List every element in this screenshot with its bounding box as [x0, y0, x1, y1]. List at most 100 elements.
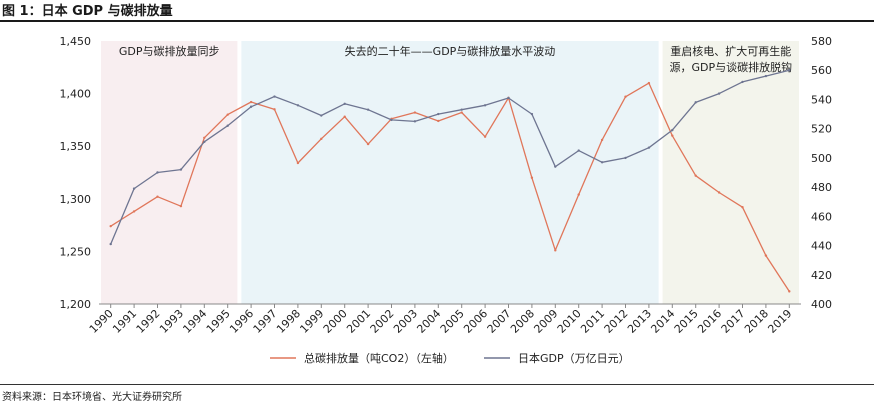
x-tick-label: 2017 [719, 307, 748, 336]
series-gdp-point [343, 102, 346, 106]
series-gdp-point [671, 128, 674, 132]
x-tick-label: 1993 [157, 307, 186, 336]
series-co2-point [226, 113, 229, 116]
legend: 总碳排放量（吨CO2）（左轴） 日本GDP（万亿日元） [270, 351, 630, 365]
right-tick-label: 400 [811, 298, 832, 311]
series-gdp-point [741, 80, 744, 84]
series-gdp-point [460, 108, 463, 111]
series-gdp-point [554, 165, 557, 168]
series-co2-point [343, 115, 346, 118]
series-gdp-point [390, 118, 393, 122]
series-co2-point [624, 95, 627, 98]
series-co2-point [577, 193, 580, 196]
series-co2-point [483, 135, 487, 138]
series-co2-point [109, 224, 112, 228]
right-tick-label: 420 [811, 269, 832, 282]
x-tick-label: 2006 [461, 307, 490, 336]
series-co2-point [694, 174, 697, 177]
left-tick-label: 1,300 [60, 193, 92, 206]
x-tick-label: 2003 [391, 307, 420, 336]
series-co2-point [530, 176, 534, 179]
series-gdp-point [483, 104, 487, 107]
series-gdp-point [296, 104, 300, 107]
right-tick-label: 520 [811, 123, 832, 136]
series-co2-point [554, 249, 557, 252]
period-3-label-line2: 源，GDP与谈碳排放脱钩 [669, 60, 792, 74]
series-co2-point [203, 136, 206, 139]
series-co2-point [741, 206, 744, 209]
series-gdp-point [647, 146, 651, 149]
series-co2-point [273, 108, 276, 111]
series-gdp-point [366, 108, 370, 111]
x-tick-label: 2004 [414, 307, 443, 336]
left-tick-label: 1,450 [60, 35, 92, 48]
series-co2-point [788, 290, 791, 293]
series-gdp-line [110, 69, 790, 245]
right-tick-label: 580 [811, 35, 832, 48]
series-gdp-point [203, 140, 206, 144]
series-gdp-point [132, 187, 136, 190]
x-tick-label: 2018 [742, 307, 771, 336]
series-gdp-point [226, 124, 229, 127]
series-gdp-point [577, 149, 580, 152]
source-note: 资料来源：日本环境省、光大证券研究所 [2, 392, 182, 403]
legend-gdp-label: 日本GDP（万亿日元） [518, 351, 630, 365]
series-gdp-point [109, 242, 112, 246]
series-gdp-point [413, 120, 417, 123]
series-co2-point [437, 119, 440, 123]
series-co2-point [764, 254, 768, 257]
x-tick-label: 2001 [344, 307, 373, 336]
x-tick-label: 2005 [438, 307, 467, 336]
series [109, 69, 791, 293]
left-tick-label: 1,400 [60, 88, 92, 101]
period-2-band [241, 41, 659, 304]
x-tick-label: 1990 [87, 307, 116, 336]
period-backgrounds [101, 41, 799, 304]
x-tick-label: 2013 [625, 307, 654, 336]
series-gdp-point [507, 96, 510, 100]
series-co2-point [132, 210, 136, 213]
series-gdp-point [156, 171, 159, 174]
legend-co2-label: 总碳排放量（吨CO2）（左轴） [304, 351, 454, 365]
chart: GDP与碳排放量同步 失去的二十年——GDP与碳排放量水平波动 重启核电、扩大可… [60, 35, 833, 365]
x-tick-label: 1995 [204, 307, 233, 336]
x-tick-label: 2019 [765, 307, 794, 336]
series-co2-point [647, 81, 651, 85]
series-gdp-point [179, 168, 183, 171]
period-labels: GDP与碳排放量同步 失去的二十年——GDP与碳排放量水平波动 重启核电、扩大可… [119, 44, 792, 74]
right-tick-label: 480 [811, 181, 832, 194]
figure-title: 图 1：日本 GDP 与碳排放量 [2, 4, 173, 19]
series-co2-line [110, 82, 790, 292]
series-gdp-point [273, 95, 276, 98]
right-tick-label: 440 [811, 240, 832, 253]
title-rule [0, 20, 874, 22]
x-tick-label: 2015 [672, 307, 701, 336]
series-gdp-point [624, 156, 627, 160]
series-co2-point [179, 204, 183, 208]
series-gdp-point [530, 112, 534, 116]
series-co2-point [366, 142, 370, 146]
left-tick-label: 1,200 [60, 298, 92, 311]
right-tick-label: 460 [811, 210, 832, 223]
x-tick-label: 2009 [531, 307, 560, 336]
series-co2-point [717, 191, 721, 194]
x-tick-label: 1999 [297, 307, 326, 336]
series-gdp-point [764, 74, 768, 78]
x-tick-label: 1997 [251, 307, 280, 336]
x-tick-label: 2002 [368, 307, 397, 336]
series-co2-point [296, 161, 300, 165]
series-gdp-point [694, 101, 697, 104]
series-co2-point [460, 111, 463, 114]
x-tick-label: 2014 [648, 307, 677, 336]
series-co2-point [156, 195, 159, 198]
right-tick-label: 500 [811, 152, 832, 165]
x-tick-label: 1991 [110, 307, 139, 336]
x-tick-label: 1998 [274, 307, 303, 336]
series-co2-point [249, 100, 253, 104]
x-tick-label: 1994 [180, 307, 209, 336]
series-gdp-point [320, 114, 323, 117]
series-gdp-point [249, 105, 253, 108]
series-co2-point [413, 111, 417, 114]
period-3-label-line1: 重启核电、扩大可再生能 [670, 44, 791, 58]
period-3-band [662, 41, 799, 304]
